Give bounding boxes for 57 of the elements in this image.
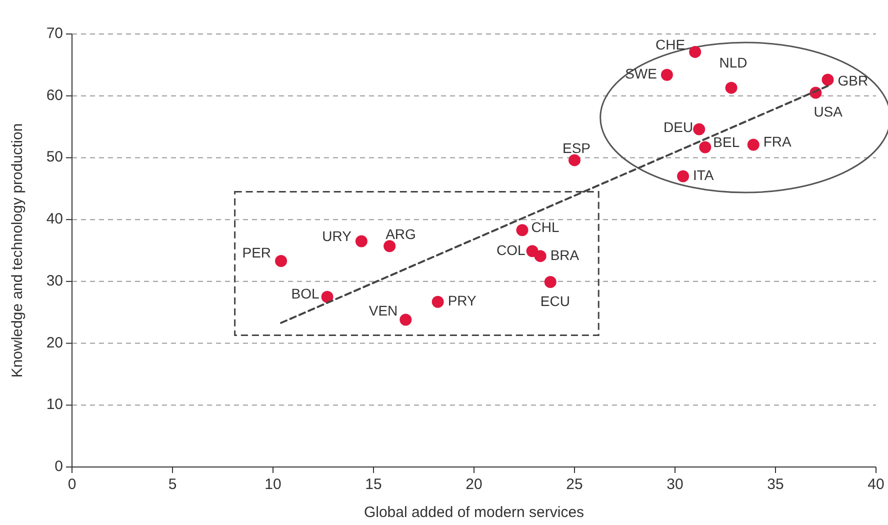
y-tick-label: 30: [46, 272, 63, 290]
point: [544, 276, 556, 288]
annotation: BEL: [713, 134, 740, 150]
point: [660, 68, 673, 81]
x-tick-label: 10: [264, 476, 282, 493]
annotation: ECU: [540, 292, 570, 309]
point: [747, 138, 760, 151]
point: [400, 314, 412, 326]
y-tick-label: 0: [54, 458, 63, 475]
annotation: VEN: [368, 302, 398, 318]
annotation: ESP: [562, 140, 591, 156]
point: [432, 296, 444, 308]
point: [384, 240, 396, 252]
x-tick-label: 40: [868, 476, 884, 493]
point: [355, 235, 368, 248]
x-tick-label: 5: [168, 476, 177, 493]
annotation: GBR: [838, 72, 868, 88]
point: [516, 224, 528, 236]
annotation: CHL: [531, 218, 560, 235]
x-tick-label: 20: [466, 476, 482, 493]
y-tick-label: 50: [46, 148, 63, 166]
y-axis-title: Knowledge and technology production: [9, 123, 26, 378]
annotation: PER: [242, 244, 272, 261]
annotation: URY: [322, 228, 352, 244]
point: [689, 46, 702, 58]
annotation: USA: [814, 103, 844, 120]
x-tick-label: 30: [666, 476, 684, 493]
point: [321, 290, 334, 303]
annotation: BOL: [291, 286, 320, 302]
x-tick-label: 25: [566, 476, 583, 493]
y-tick-label: 60: [46, 86, 63, 104]
x-tick-label: 35: [767, 476, 784, 493]
annotation: BRA: [550, 246, 580, 263]
annotation: ITA: [693, 166, 714, 183]
point: [677, 170, 690, 182]
point: [699, 141, 712, 154]
annotation: CHE: [656, 36, 686, 53]
x-tick-label: 0: [68, 476, 76, 493]
y-tick-label: 10: [46, 396, 63, 414]
annotation: ARG: [386, 226, 416, 242]
point: [275, 255, 288, 268]
point: [568, 154, 580, 166]
point: [693, 123, 706, 136]
point: [725, 82, 738, 94]
x-tick-label: 15: [365, 476, 382, 493]
y-tick-label: 20: [46, 334, 63, 352]
y-tick-label: 40: [46, 210, 63, 228]
annotation: SWE: [625, 66, 657, 82]
y-tick-label: 70: [46, 24, 63, 42]
annotation: DEU: [664, 118, 694, 135]
x-axis-title: Global added of modern services: [364, 504, 584, 521]
annotation: FRA: [763, 133, 792, 150]
annotation: PRY: [448, 292, 478, 309]
point: [822, 74, 834, 86]
annotation: COL: [496, 242, 526, 258]
annotation: NLD: [719, 54, 748, 71]
point: [534, 250, 546, 262]
